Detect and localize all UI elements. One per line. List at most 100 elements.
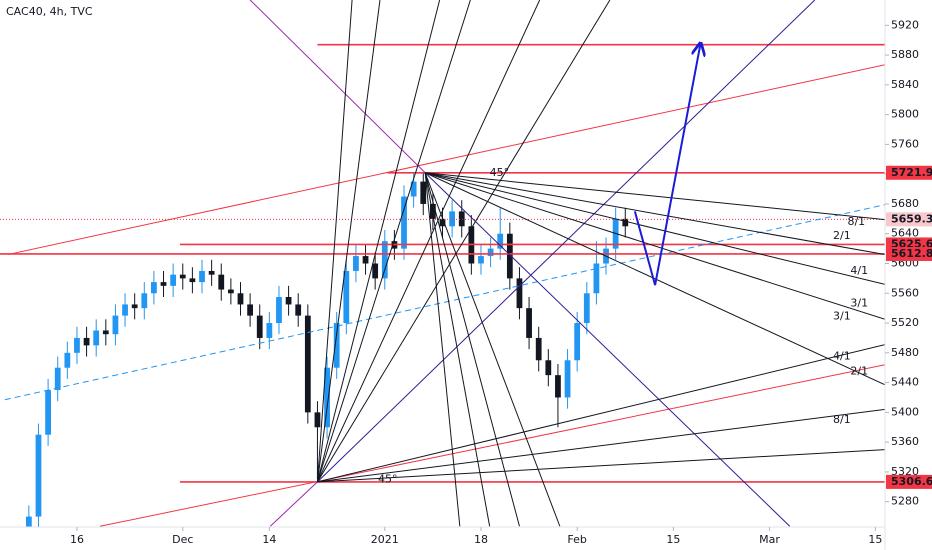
plot-area: 8/12/14/13/13/14/12/18/145°45° — [0, 0, 885, 527]
candle-body — [25, 516, 32, 527]
candle-body — [583, 293, 590, 324]
y-tick-label: 5920 — [891, 18, 919, 31]
candle-body — [381, 241, 388, 279]
price-tag-label: 5612.8 — [891, 247, 932, 260]
trend-line — [424, 172, 791, 527]
fan-label: 4/1 — [850, 264, 868, 277]
chart-title: CAC40, 4h, TVC — [6, 5, 93, 18]
fan-label: 8/1 — [833, 413, 851, 426]
y-tick-label: 5480 — [891, 346, 919, 359]
candle-body — [276, 296, 282, 324]
candle-body — [35, 434, 42, 517]
candle-body — [74, 337, 80, 353]
trend-line — [317, 0, 611, 483]
price-tag — [886, 165, 932, 180]
candle-body — [83, 337, 90, 346]
candle-body — [449, 211, 456, 227]
x-tick-label: 2021 — [371, 533, 399, 546]
candle-body — [266, 323, 273, 338]
trend-line — [424, 172, 520, 527]
candle-body — [487, 248, 494, 257]
price-tag-label: 5306.6 — [891, 475, 932, 488]
x-tick-label: 15 — [868, 533, 882, 546]
candle-body — [362, 256, 369, 264]
trend-line — [7, 64, 885, 256]
fan-label: 8/1 — [847, 215, 865, 228]
candle-body — [54, 367, 61, 391]
x-tick-label: 18 — [474, 533, 488, 546]
y-tick-label: 5520 — [891, 316, 919, 329]
trend-line — [316, 0, 471, 483]
arrow — [633, 45, 700, 286]
y-tick-label: 5440 — [891, 376, 919, 389]
trend-line — [425, 172, 885, 320]
candle-body — [199, 270, 205, 283]
candle-body — [122, 304, 128, 316]
candle-body — [256, 315, 263, 338]
candle-body — [160, 282, 167, 286]
candle-body — [285, 296, 292, 305]
y-tick-label: 5680 — [891, 197, 919, 210]
trend-line — [425, 172, 885, 256]
candle-body — [516, 278, 523, 309]
trend-line — [269, 481, 318, 527]
price-tag — [886, 212, 932, 227]
price-tag — [886, 246, 932, 261]
trend-line — [316, 0, 441, 483]
candle-body — [593, 263, 600, 294]
candle-body — [535, 337, 542, 361]
trend-line — [316, 0, 353, 482]
candle-body — [506, 233, 513, 279]
trend-line — [317, 344, 885, 483]
trend-line — [249, 0, 426, 174]
fan-label: 3/1 — [833, 309, 851, 322]
candle-body — [420, 181, 427, 204]
candle-body — [314, 412, 321, 428]
y-tick-label: 5400 — [891, 405, 919, 418]
x-tick-label: Dec — [172, 533, 193, 546]
candle-body — [131, 304, 138, 309]
trend-line — [317, 449, 885, 483]
fan-label: 45° — [378, 472, 398, 485]
candle-body — [208, 270, 215, 275]
candle-body — [93, 330, 100, 346]
y-tick-label: 5840 — [891, 78, 919, 91]
candle-body — [497, 233, 504, 249]
x-tick-label: 15 — [666, 533, 680, 546]
trend-line — [425, 172, 885, 221]
trend-line — [424, 172, 561, 527]
candle-body — [555, 375, 561, 398]
y-tick-label: 5560 — [891, 286, 919, 299]
fan-label: 45° — [490, 166, 510, 179]
candle-body — [343, 270, 350, 324]
price-tag — [886, 474, 932, 489]
candle-body — [439, 218, 446, 227]
trend-line — [316, 0, 381, 482]
candle-body — [622, 218, 629, 227]
candle-body — [295, 304, 302, 316]
fan-label: 3/1 — [850, 297, 868, 310]
candle-body — [410, 181, 417, 197]
trend-line — [4, 204, 885, 401]
candle-body — [247, 304, 253, 316]
trend-line — [425, 172, 885, 285]
candle-body — [189, 278, 196, 283]
y-tick-label: 5280 — [891, 495, 919, 508]
y-tick-label: 5760 — [891, 137, 919, 150]
candle-body — [324, 367, 330, 428]
candle-body — [304, 315, 311, 413]
y-tick-label: 5800 — [891, 108, 919, 121]
candle-body — [102, 330, 109, 335]
trend-line — [424, 172, 885, 386]
fan-label: 4/1 — [833, 350, 851, 363]
candle-body — [227, 289, 234, 294]
candle-body — [545, 360, 552, 376]
candle-body — [333, 323, 340, 368]
candle-body — [45, 390, 51, 435]
fan-label: 2/1 — [850, 364, 868, 377]
x-tick-label: 14 — [262, 533, 276, 546]
trend-line — [317, 408, 885, 483]
candle-body — [237, 293, 244, 305]
